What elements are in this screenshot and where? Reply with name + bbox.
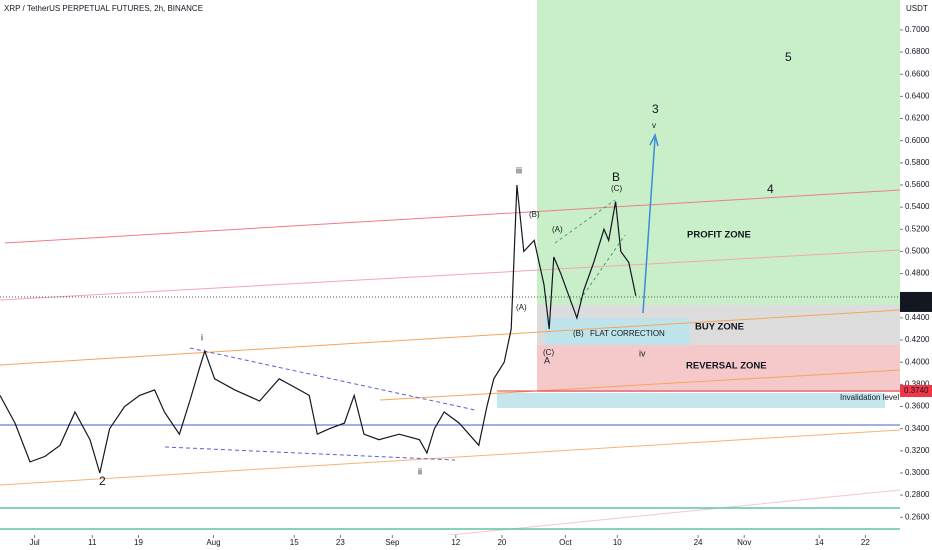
- trend-line: [0, 429, 901, 486]
- wave-label: iii: [516, 165, 522, 175]
- zone-label: PROFIT ZONE: [687, 230, 751, 241]
- wave-label: 2: [99, 474, 106, 488]
- wave-label: 3: [652, 102, 659, 116]
- y-tick-label: 0.5200: [905, 224, 930, 233]
- wave-label: (B): [529, 210, 540, 219]
- wave-label: 5: [785, 50, 792, 64]
- price-layer: [0, 184, 900, 474]
- y-tick-label: 0.6000: [905, 136, 930, 145]
- trend-line: [0, 249, 901, 301]
- y-tick-label: 0.3800: [905, 379, 930, 388]
- wave-label: iv: [639, 348, 646, 358]
- y-tick-label: 0.5600: [905, 180, 930, 189]
- x-tick-label: Jul: [29, 538, 39, 547]
- wedge-line: [189, 347, 476, 411]
- x-tick-label: 22: [861, 538, 870, 547]
- zone-label: REVERSAL ZONE: [686, 361, 767, 372]
- last-price-label: 0.4589: [904, 292, 929, 301]
- y-tick-label: 0.5800: [905, 158, 930, 167]
- time-axis: [0, 535, 900, 550]
- x-tick-label: Aug: [206, 538, 220, 547]
- y-tick-label: 0.3400: [905, 424, 930, 433]
- wave-label: (A): [552, 225, 563, 234]
- flat-correction-box: [545, 318, 690, 345]
- y-tick-label: 0.2600: [905, 512, 930, 521]
- y-tick-label: 0.5400: [905, 202, 930, 211]
- y-tick-label: 0.6200: [905, 114, 930, 123]
- wave-label: i: [201, 332, 203, 342]
- x-tick-label: 14: [815, 538, 824, 547]
- wave-label: (B): [573, 329, 584, 338]
- last-price-badge: [900, 291, 932, 312]
- y-tick-label: 0.4800: [905, 269, 930, 278]
- zones: [497, 0, 900, 408]
- x-tick-label: 19: [134, 538, 143, 547]
- x-tick-label: Sep: [385, 538, 400, 547]
- y-tick-label: 0.6400: [905, 91, 930, 100]
- wedge-line: [164, 446, 456, 461]
- x-tick-label: 10: [613, 538, 622, 547]
- x-tick-label: 11: [88, 538, 97, 547]
- invalidation-badge: [900, 385, 932, 398]
- price-axis: [900, 0, 932, 550]
- zone-label: BUY ZONE: [695, 322, 744, 333]
- invalidation-price-label: 0.3740: [904, 386, 929, 395]
- wave-label: ii: [418, 466, 422, 476]
- x-tick-label: Oct: [559, 538, 572, 547]
- y-tick-label: 0.5000: [905, 247, 930, 256]
- y-tick-label: 0.4200: [905, 335, 930, 344]
- x-tick-label: 20: [497, 538, 506, 547]
- countdown-label: 55:12: [904, 301, 925, 310]
- trend-line: [4, 189, 901, 244]
- invalidation-box: [497, 393, 885, 408]
- zone-label: Invalidation level: [840, 393, 899, 402]
- trend-line: [379, 369, 901, 401]
- wave-label: (C): [543, 348, 554, 357]
- wave-label: A: [544, 355, 550, 365]
- y-tick-label: 0.4400: [905, 313, 930, 322]
- trend-line: [399, 489, 901, 541]
- wave-label: B: [612, 170, 620, 184]
- wave-label: (C): [611, 184, 622, 193]
- y-axis-label: USDT: [906, 4, 928, 13]
- y-tick-label: 0.3600: [905, 402, 930, 411]
- zone-label: FLAT CORRECTION: [590, 329, 665, 338]
- chart-title: XRP / TetherUS PERPETUAL FUTURES, 2h, BI…: [4, 4, 203, 13]
- x-tick-label: 24: [694, 538, 703, 547]
- wedge-line: [554, 199, 616, 244]
- profit-zone: [537, 0, 900, 305]
- arrow-head: [649, 132, 659, 147]
- x-tick-label: 12: [451, 538, 460, 547]
- wave-label: (A): [516, 303, 527, 312]
- x-tick-label: 15: [290, 538, 299, 547]
- trend-line: [0, 309, 901, 366]
- reversal-zone: [537, 345, 900, 392]
- y-tick-label: 0.7000: [905, 25, 930, 34]
- projection-arrow: [642, 137, 656, 314]
- drawings: [0, 132, 901, 541]
- y-tick-label: 0.2800: [905, 490, 930, 499]
- y-tick-label: 0.6800: [905, 47, 930, 56]
- x-tick-label: 23: [336, 538, 345, 547]
- price-line: [0, 184, 637, 474]
- wave-label: 4: [767, 182, 774, 196]
- wave-label: v: [652, 121, 656, 130]
- y-tick-label: 0.6600: [905, 69, 930, 78]
- y-tick-label: 0.3000: [905, 468, 930, 477]
- y-tick-label: 0.3200: [905, 446, 930, 455]
- x-tick-label: Nov: [737, 538, 751, 547]
- annotations: 5 3 v iii B (C) (B) (A) 4 PROFIT ZONE BU…: [99, 50, 899, 488]
- wedge-line: [579, 234, 626, 301]
- y-tick-label: 0.4000: [905, 357, 930, 366]
